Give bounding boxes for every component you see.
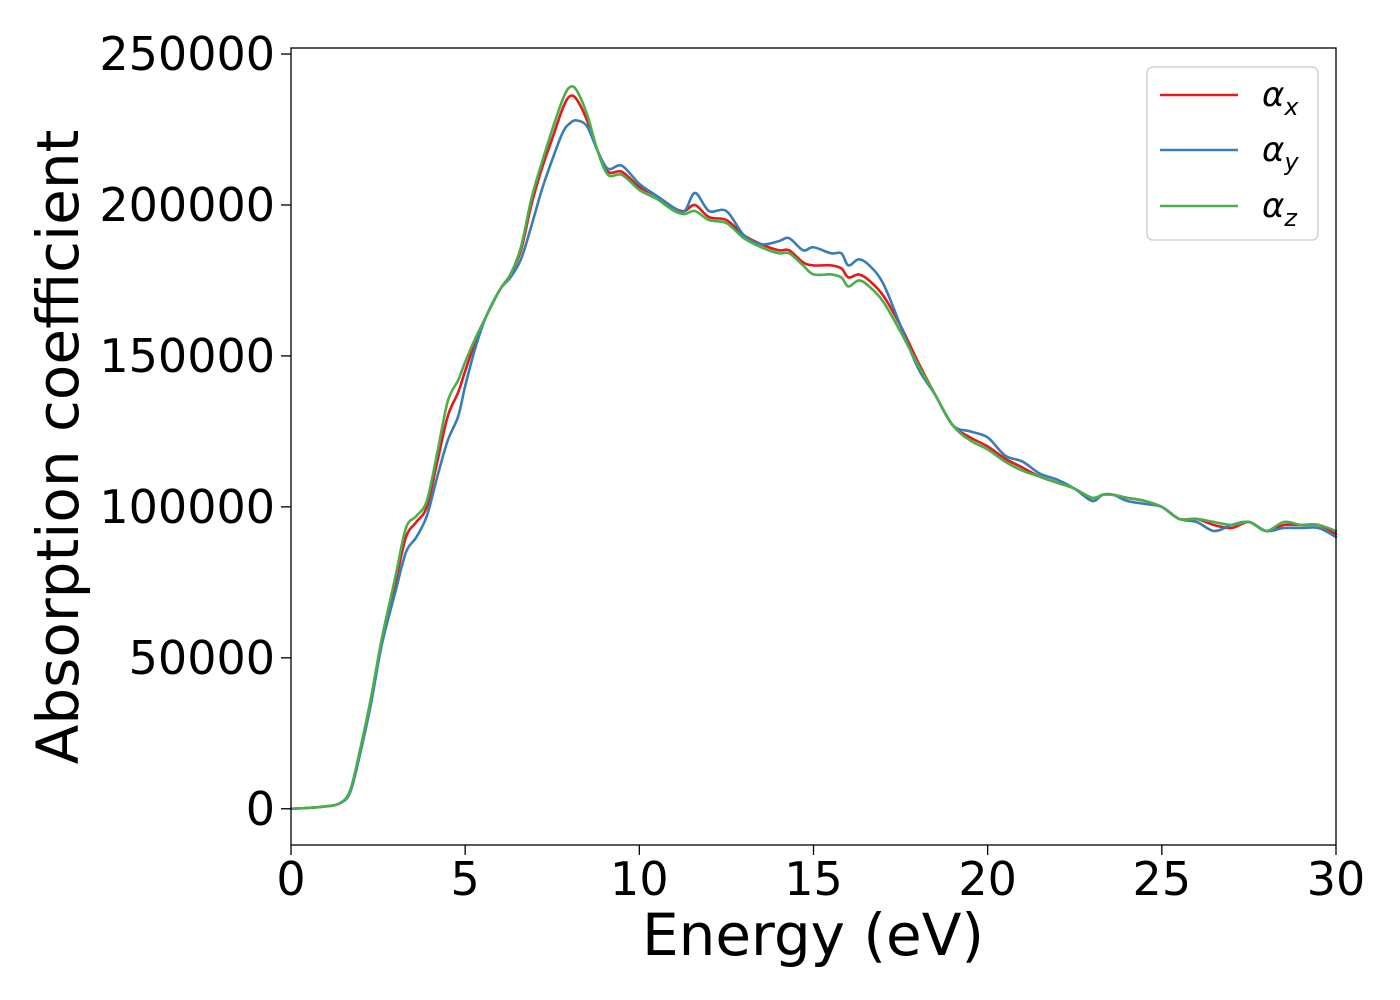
legend-entries: αx αy αz	[1160, 75, 1299, 232]
y-tick-label: 150000	[99, 329, 275, 383]
y-tick-label: 0	[246, 782, 275, 836]
legend-label-alpha-z: αz	[1262, 186, 1298, 232]
y-axis: 0 50000 100000 150000 200000 250000	[99, 27, 291, 836]
y-tick-label: 50000	[129, 631, 275, 685]
legend-label-alpha-x: αx	[1262, 75, 1299, 121]
y-axis-title: Absorption coefficient	[24, 130, 92, 765]
y-tick-label: 250000	[99, 27, 275, 81]
legend-label-alpha-y: αy	[1262, 130, 1299, 176]
x-tick-label: 10	[610, 852, 669, 906]
legend: αx αy αz	[1146, 66, 1319, 241]
series-alpha-z-line	[289, 85, 1338, 811]
x-tick-label: 25	[1133, 852, 1192, 906]
x-tick-label: 5	[451, 852, 480, 906]
y-tick-label: 100000	[99, 480, 275, 534]
x-tick-label: 30	[1307, 852, 1366, 906]
x-axis-title: Energy (eV)	[642, 901, 984, 969]
x-tick-label: 15	[784, 852, 843, 906]
x-axis: 0 5 10 15 20 25 30	[276, 845, 1365, 906]
legend-box	[1146, 66, 1319, 241]
x-tick-label: 20	[958, 852, 1017, 906]
y-tick-label: 200000	[99, 178, 275, 232]
x-tick-label: 0	[276, 852, 305, 906]
series-layer	[289, 85, 1338, 811]
